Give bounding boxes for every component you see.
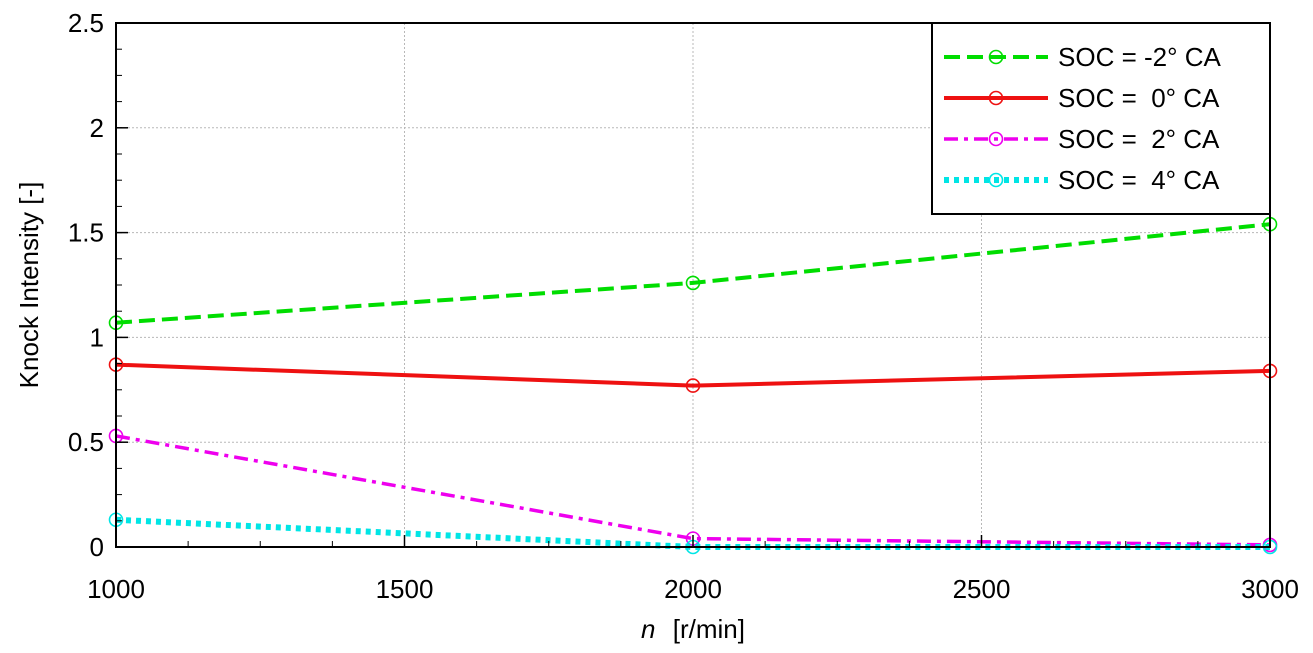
legend-entry: SOC = 0° CA (944, 83, 1220, 113)
y-tick-label: 2.5 (68, 8, 104, 38)
legend-label: SOC = 2° CA (1058, 124, 1220, 154)
y-axis-label: Knock Intensity [-] (14, 182, 44, 389)
legend-entry: SOC = 4° CA (944, 165, 1220, 195)
legend-entry: SOC = 2° CA (944, 124, 1220, 154)
data-point-marker (685, 275, 701, 291)
x-axis-label: n [r/min] (641, 614, 745, 644)
data-point-marker (685, 378, 701, 393)
y-tick-label: 1.5 (68, 218, 104, 248)
x-axis-variable: n (641, 614, 655, 644)
legend-marker (988, 90, 1004, 106)
legend-marker (988, 131, 1004, 147)
y-tick-label: 2 (90, 113, 104, 143)
legend-label: SOC = -2° CA (1058, 42, 1221, 72)
ticks (115, 22, 1271, 548)
x-tick-label: 2500 (953, 574, 1011, 604)
x-tick-labels: 1000 1500 2000 2500 3000 (87, 574, 1299, 604)
legend-marker (988, 172, 1004, 188)
x-tick-label: 3000 (1241, 574, 1299, 604)
series-line (115, 222, 1271, 325)
legend-marker (988, 49, 1004, 65)
legend-entry: SOC = -2° CA (944, 42, 1221, 72)
y-tick-labels: 0 0.5 1 1.5 2 2.5 (68, 8, 104, 562)
y-tick-label: 0 (90, 532, 104, 562)
legend-label: SOC = 4° CA (1058, 165, 1220, 195)
x-axis-unit: [r/min] (673, 614, 745, 644)
x-tick-label: 2000 (664, 574, 722, 604)
series-line (115, 362, 1271, 388)
x-tick-label: 1000 (87, 574, 145, 604)
legend-label: SOC = 0° CA (1058, 83, 1220, 113)
series-line (115, 434, 1271, 547)
legend: SOC = -2° CA SOC = 0° CA SOC = 2° CA SOC = … (931, 22, 1271, 215)
x-tick-label: 1500 (376, 574, 434, 604)
y-tick-label: 0.5 (68, 427, 104, 457)
y-tick-label: 1 (90, 322, 104, 352)
grid (116, 23, 1270, 547)
